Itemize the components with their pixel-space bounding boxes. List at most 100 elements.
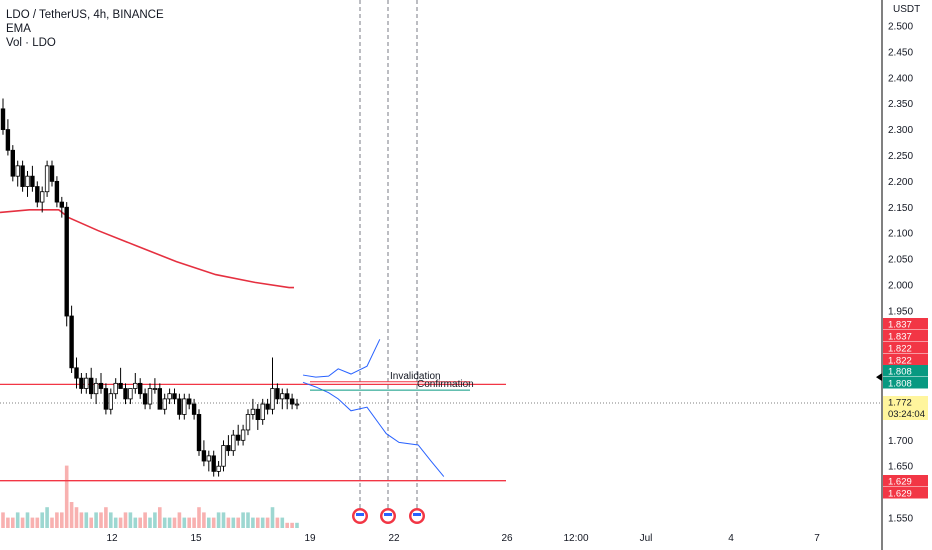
y-tick-label: 2.000 (888, 280, 913, 291)
candle-body (240, 429, 246, 441)
volume-bar (133, 517, 138, 528)
candle-body (5, 129, 11, 151)
price-badge-label: 1.808 (888, 367, 912, 378)
volume-bar (265, 517, 270, 528)
y-tick-label: 1.550 (888, 514, 913, 525)
candle-body (0, 108, 6, 130)
volume-bar (69, 502, 74, 528)
currency-label: USDT (893, 4, 920, 15)
candle-body (265, 403, 270, 410)
symbol-title[interactable]: LDO / TetherUS, 4h, BINANCE (6, 9, 164, 21)
volume-bar (6, 517, 10, 528)
candle-body (133, 382, 138, 389)
candle-body (35, 186, 40, 203)
volume-bar (172, 517, 177, 528)
us-flag-event-icon-stripe (413, 513, 421, 516)
candle-body (284, 393, 290, 400)
candle-body (54, 180, 60, 203)
volume-bar (246, 512, 250, 528)
candle-body (118, 382, 123, 389)
y-tick-label: 2.400 (888, 73, 913, 84)
candle-body (147, 388, 153, 405)
candle-body (191, 403, 197, 415)
candle-body (108, 393, 113, 410)
price-badge (883, 487, 928, 499)
candle-body (270, 388, 275, 410)
y-tick-label: 2.150 (888, 203, 913, 214)
candle-body (294, 403, 300, 406)
volume-bar (123, 512, 128, 528)
candle-body (142, 393, 148, 405)
volume-bar (275, 517, 280, 528)
x-tick-label: 19 (304, 533, 316, 544)
price-badge-label: 1.837 (888, 320, 912, 331)
y-tick-label: 2.300 (888, 125, 913, 136)
candle-body (137, 382, 143, 395)
projection-down-path (302, 381, 445, 477)
candle-body (196, 414, 202, 452)
y-tick-label: 2.500 (888, 22, 913, 33)
candle-body (84, 377, 89, 389)
candle-body (211, 455, 216, 472)
volume-bar (270, 507, 275, 528)
candle-body (98, 382, 104, 389)
candle-body (59, 201, 64, 208)
candle-body (10, 149, 15, 177)
candle-body (255, 408, 260, 420)
candle-body (289, 398, 295, 405)
volume-bar (79, 512, 84, 528)
y-tick-label: 2.450 (888, 47, 913, 58)
candle-body (162, 398, 167, 410)
price-badge (883, 342, 928, 354)
price-badge (883, 377, 928, 389)
candle-body (245, 414, 251, 431)
price-badge (883, 318, 928, 330)
candle-body (216, 465, 221, 472)
volume-bar (40, 512, 44, 528)
candle-body (250, 408, 256, 415)
candle-body (44, 165, 50, 193)
volume-bar (99, 512, 103, 528)
price-badge (883, 475, 928, 487)
volume-bar (216, 512, 221, 528)
volume-bar (197, 507, 201, 528)
candle-body (128, 388, 133, 400)
volume-bar (236, 517, 240, 528)
volume-bar (30, 517, 35, 528)
candle-body (235, 434, 241, 441)
volume-bar (231, 517, 236, 528)
volume-bar (182, 517, 187, 528)
volume-bar (158, 507, 162, 528)
volume-bar (64, 465, 69, 528)
volume-bar (202, 512, 206, 528)
volume-bar (143, 512, 147, 528)
volume-bar (167, 517, 172, 528)
chart-legend: LDO / TetherUS, 4h, BINANCE EMA Vol · LD… (6, 8, 164, 50)
y-tick-label: 2.350 (888, 99, 913, 110)
volume-bar (207, 517, 211, 528)
volume-bar (20, 517, 25, 528)
candle-body (49, 165, 55, 182)
volume-bar (109, 512, 113, 528)
volume-bar (260, 517, 265, 528)
candle-body (275, 388, 280, 400)
volume-bar (84, 512, 89, 528)
candle-body (152, 388, 158, 390)
volume-indicator-label[interactable]: Vol · LDO (6, 37, 56, 49)
volume-bar (295, 522, 299, 528)
y-tick-label: 2.050 (888, 255, 913, 266)
x-tick-label: 22 (388, 533, 400, 544)
volume-bar (280, 517, 285, 528)
candle-body (172, 393, 177, 400)
price-badge-label: 1.808 (888, 379, 912, 390)
volume-bar (118, 517, 123, 528)
ema-indicator-label[interactable]: EMA (6, 23, 31, 35)
price-badge-label: 1.772 (888, 398, 912, 409)
volume-bar (104, 507, 108, 528)
volume-bar (221, 512, 226, 528)
us-flag-event-icon-stripe (356, 513, 364, 516)
candle-body (113, 382, 118, 395)
candle-body (177, 398, 182, 415)
price-badge-label: 1.822 (888, 344, 912, 355)
